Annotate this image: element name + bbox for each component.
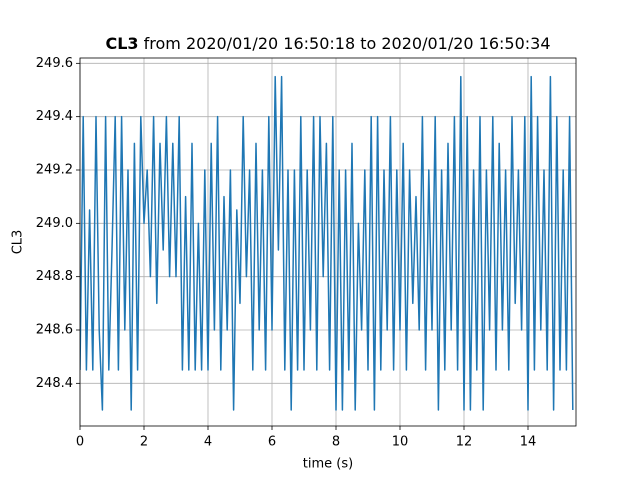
x-tick-label: 8	[332, 435, 340, 450]
y-axis-label: CL3	[11, 230, 26, 255]
title-bold: CL3	[105, 34, 138, 53]
x-tick-label: 14	[520, 435, 537, 450]
plot-frame	[79, 57, 577, 427]
y-tick-label: 249.6	[36, 56, 73, 71]
y-tick-label: 249.2	[36, 163, 73, 178]
x-tick-label: 2	[140, 435, 148, 450]
x-tick-label: 4	[204, 435, 212, 450]
data-line	[80, 75, 574, 411]
y-tick-label: 249.0	[36, 216, 73, 231]
x-tick-label: 12	[456, 435, 473, 450]
y-tick-label: 248.4	[36, 376, 73, 391]
chart-title: CL3 from 2020/01/20 16:50:18 to 2020/01/…	[105, 34, 550, 53]
y-tick-label: 248.6	[36, 323, 73, 338]
x-tick-label: 10	[392, 435, 409, 450]
y-tick-label: 248.8	[36, 269, 73, 284]
x-tick-label: 6	[268, 435, 276, 450]
y-tick-label: 249.4	[36, 109, 73, 124]
x-tick-label: 0	[76, 435, 84, 450]
title-rest: from 2020/01/20 16:50:18 to 2020/01/20 1…	[144, 34, 551, 53]
x-axis-label: time (s)	[303, 457, 353, 472]
